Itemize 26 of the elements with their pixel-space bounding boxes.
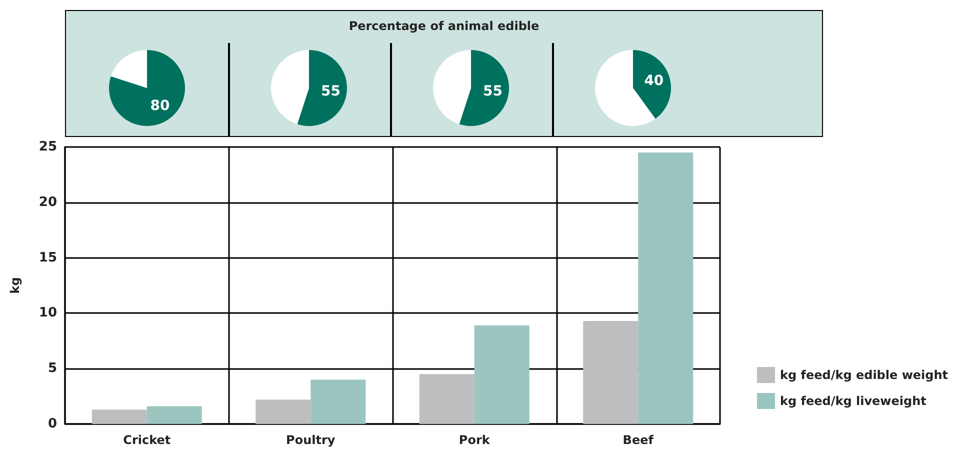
x-tick-label: Poultry bbox=[286, 433, 336, 447]
bar bbox=[256, 400, 311, 424]
y-tick-label: 20 bbox=[38, 194, 57, 210]
bar bbox=[310, 380, 366, 424]
y-tick-label: 15 bbox=[38, 250, 57, 266]
bar bbox=[638, 152, 694, 424]
bar bbox=[474, 325, 530, 424]
y-tick-label: 0 bbox=[48, 416, 57, 432]
data-label: 55 bbox=[320, 83, 340, 100]
bar bbox=[92, 410, 147, 424]
x-tick-label: Beef bbox=[622, 433, 654, 447]
legend-label: kg feed/kg liveweight bbox=[780, 394, 927, 408]
legend-label: kg feed/kg edible weight bbox=[780, 368, 948, 382]
y-axis-title: kg bbox=[8, 277, 22, 294]
x-tick-label: Pork bbox=[458, 433, 491, 447]
bar bbox=[419, 374, 474, 424]
bar bbox=[146, 406, 202, 424]
y-tick-label: 5 bbox=[48, 361, 57, 376]
y-tick-label: 25 bbox=[38, 140, 57, 154]
text: Percentage of animal edible bbox=[348, 19, 540, 33]
data-label: 80 bbox=[150, 98, 170, 114]
data-label: 55 bbox=[482, 83, 502, 100]
bar bbox=[583, 320, 638, 424]
y-tick-label: 10 bbox=[38, 306, 57, 321]
x-tick-label: Cricket bbox=[123, 433, 171, 447]
data-label: 40 bbox=[644, 73, 664, 90]
